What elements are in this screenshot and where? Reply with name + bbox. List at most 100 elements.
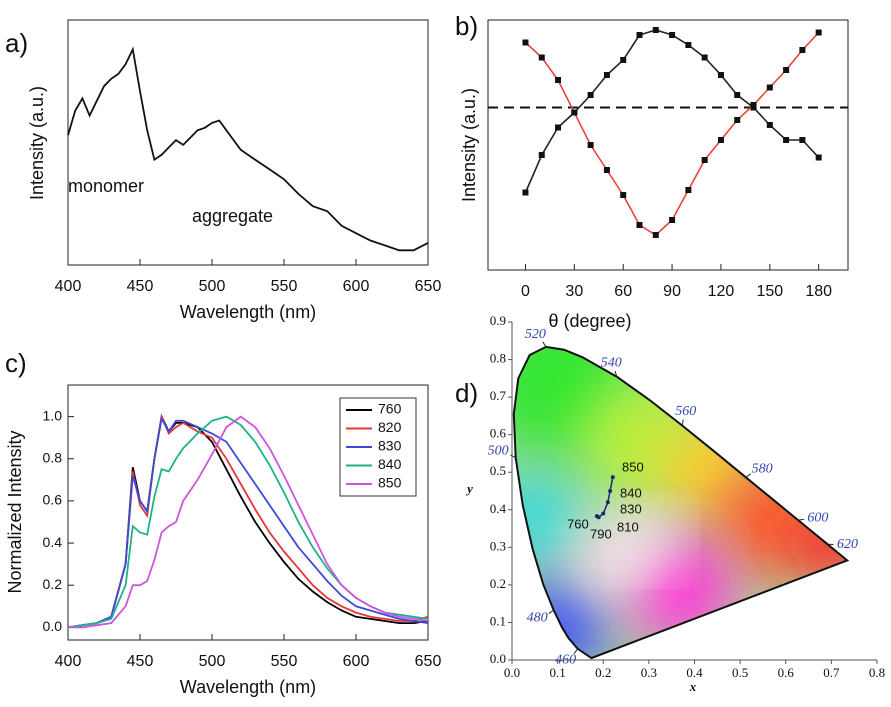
locus-tick [549,610,554,613]
legend-label: 840 [378,456,402,472]
point-label: 760 [567,516,589,531]
data-point [522,190,528,196]
data-point [522,40,528,46]
x-axis-label: Wavelength (nm) [180,677,316,697]
point-label: 790 [590,526,612,541]
data-point [636,32,642,38]
y-tick-label: 0.0 [490,651,506,666]
x-tick-label: 500 [199,653,226,670]
x-tick-label: 30 [565,283,583,300]
plot-frame [68,20,428,265]
x-tick-label: 450 [127,278,154,295]
x-tick-label: 600 [343,278,370,295]
chromaticity-point [608,489,612,493]
data-point [767,85,773,91]
data-point [718,137,724,143]
data-point [555,125,561,131]
y-tick-label: 0.8 [43,449,63,465]
x-tick-label: 0.0 [504,665,520,680]
y-tick-label: 0.7 [490,388,507,403]
x-tick-label: 0.7 [823,665,840,680]
point-label: 830 [620,501,642,516]
data-point [555,77,561,83]
data-point [539,152,545,158]
data-point [816,155,822,161]
x-tick-label: 650 [415,653,442,670]
x-tick-label: 0.2 [595,665,611,680]
legend-label: 760 [378,401,402,417]
data-point [702,157,708,163]
data-point [571,110,577,116]
y-axis-label: Normalized Intensity [5,430,25,593]
point-label: 810 [617,519,639,534]
legend-label: 850 [378,475,402,491]
y-tick-label: 0.4 [43,534,63,550]
data-point [636,222,642,228]
data-point [604,72,610,78]
point-label: 850 [622,459,644,474]
x-tick-label: 0.6 [778,665,795,680]
data-point [653,27,659,33]
data-point [799,137,805,143]
data-point [718,72,724,78]
x-tick-label: 0.1 [550,665,566,680]
data-line [526,30,819,193]
y-tick-label: 0.6 [43,492,63,508]
wavelength-label: 560 [675,404,696,419]
chromaticity-point [611,475,615,479]
data-line [526,33,819,236]
wavelength-label: 600 [807,511,828,526]
locus-tick [746,474,751,477]
locus-tick [798,519,804,520]
data-point [620,57,626,63]
x-axis-label: Wavelength (nm) [180,302,316,322]
wavelength-label: 520 [525,327,546,342]
x-tick-label: 400 [55,278,82,295]
chromaticity-point [597,515,601,519]
y-tick-label: 0.5 [490,463,506,478]
wavelength-label: 580 [752,461,773,476]
panel-label: a) [5,28,28,58]
data-point [588,142,594,148]
point-label: 840 [620,485,642,500]
y-tick-label: 1.0 [43,407,63,423]
x-tick-label: 550 [271,278,298,295]
y-tick-label: 0.6 [490,426,507,441]
x-tick-label: 550 [271,653,298,670]
wavelength-label: 540 [601,355,622,370]
chromaticity-point [601,512,605,516]
x-tick-label: 650 [415,278,442,295]
y-tick-label: 0.1 [490,613,506,628]
annotation: monomer [68,176,144,196]
data-point [604,167,610,173]
annotation: aggregate [192,206,273,226]
panel-label: c) [5,348,27,378]
data-point [799,47,805,53]
data-point [653,232,659,238]
y-axis-label: Intensity (a.u.) [459,88,479,202]
x-tick-label: 0 [521,283,530,300]
y-axis-label: y [465,481,473,496]
wavelength-label: 480 [527,610,548,625]
panel-label: b) [455,11,478,41]
data-point [783,67,789,73]
x-tick-label: 600 [343,653,370,670]
data-point [816,30,822,36]
x-tick-label: 90 [663,283,681,300]
x-tick-label: 500 [199,278,226,295]
y-tick-label: 0.2 [43,576,63,592]
data-point [734,117,740,123]
x-tick-label: 60 [614,283,632,300]
locus-tick [543,342,546,347]
y-tick-label: 0.0 [43,618,63,634]
x-axis-label: x [689,679,697,694]
x-tick-label: 400 [55,653,82,670]
y-tick-label: 0.4 [490,501,507,516]
data-point [539,55,545,61]
x-tick-label: 180 [805,283,832,300]
y-tick-label: 0.3 [490,538,506,553]
legend-label: 820 [378,419,402,435]
x-tick-label: 0.5 [732,665,748,680]
chromaticity-point [606,500,610,504]
